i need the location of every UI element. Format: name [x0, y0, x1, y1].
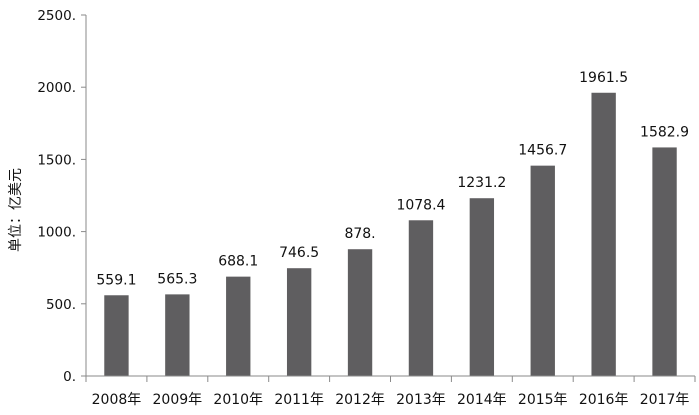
bar [165, 294, 190, 376]
category-label: 2014年 [457, 392, 507, 408]
data-label: 1456.7 [518, 143, 567, 159]
y-tick-label: 500. [46, 297, 76, 313]
data-label: 878. [344, 226, 375, 242]
bar [226, 276, 251, 376]
bar [408, 220, 434, 376]
y-tick-group: 0. 500. 1000. 1500. 2000. 2500. [37, 8, 86, 385]
bar [530, 165, 555, 376]
category-label-group: 2008年 2009年 2010年 2011年 2012年 2013年 2014年 2015年… [92, 392, 690, 408]
data-label: 565.3 [157, 271, 197, 287]
data-label: 688.1 [218, 254, 258, 270]
category-label: 2010年 [213, 392, 263, 408]
y-tick-label: 1500. [37, 152, 76, 168]
category-label: 2016年 [579, 392, 629, 408]
axis-group [85, 15, 696, 382]
bar [469, 198, 495, 376]
category-label: 2013年 [396, 392, 446, 408]
bar [347, 249, 373, 376]
category-label: 2017年 [640, 392, 690, 408]
bar [104, 295, 129, 376]
category-label: 2015年 [518, 392, 568, 408]
bar-group [104, 92, 677, 376]
data-label: 1961.5 [579, 70, 628, 86]
bar [286, 268, 312, 376]
category-label: 2012年 [335, 392, 385, 408]
y-tick-label: 1000. [37, 225, 76, 241]
y-tick-label: 2500. [37, 8, 76, 24]
data-label: 559.1 [96, 272, 136, 288]
bar [591, 92, 616, 376]
category-label: 2011年 [274, 392, 324, 408]
y-tick-label: 0. [63, 369, 76, 385]
category-label: 2009年 [153, 392, 203, 408]
data-label: 746.5 [279, 245, 319, 261]
data-label: 1078.4 [396, 197, 445, 213]
category-label: 2008年 [92, 392, 142, 408]
data-label: 1582.9 [640, 124, 689, 140]
data-label-group: 559.1 565.3 688.1 746.5 878. 1078.4 1231.2 1456… [96, 70, 689, 289]
bar [652, 147, 677, 376]
data-label: 1231.2 [457, 175, 506, 191]
y-axis-label: 单位：亿美元 [8, 168, 24, 252]
y-tick-label: 2000. [37, 80, 76, 96]
